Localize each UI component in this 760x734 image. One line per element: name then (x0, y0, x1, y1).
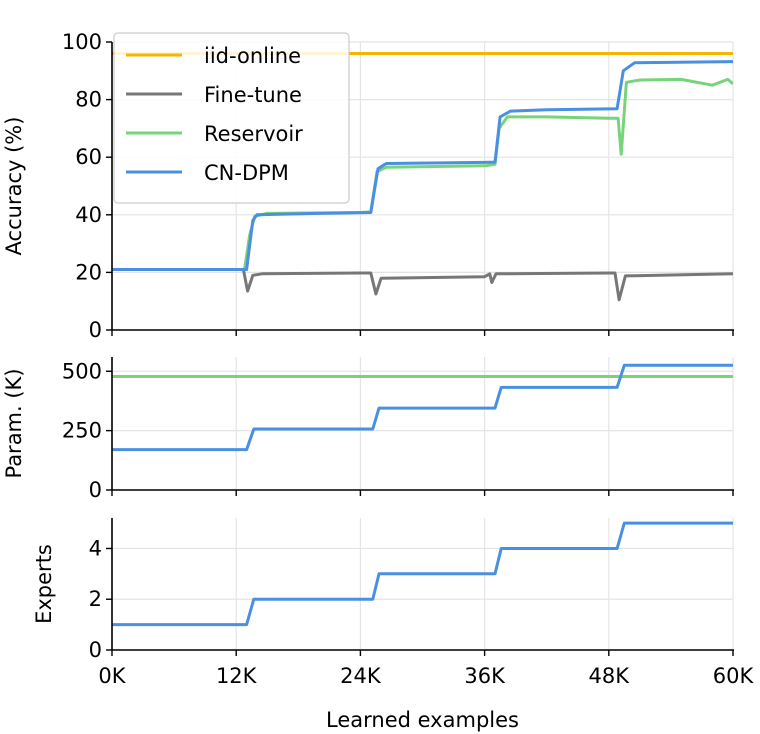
y-tick-label: 0 (89, 318, 102, 342)
panel-accuracy: 0 20 40 60 80 100 Accuracy (%) iid-online Fine-t… (2, 30, 734, 342)
series-line-fine-tune (112, 268, 733, 302)
y-tick-label: 500 (62, 359, 102, 383)
y-tick-label: 4 (89, 536, 102, 560)
y-axis-label: Experts (32, 544, 56, 624)
series-line-cn-dpm (112, 521, 733, 627)
y-tick-label: 20 (75, 260, 102, 284)
y-tick-label: 60 (75, 145, 102, 169)
panel-parameters: 0 250 500 Param. (K) (2, 357, 734, 502)
y-axis-label: Accuracy (%) (2, 117, 26, 256)
y-tick-label: 40 (75, 203, 102, 227)
y-tick-label: 100 (62, 30, 102, 54)
y-tick-label: 2 (89, 587, 102, 611)
x-tick-label: 36K (464, 664, 506, 688)
legend-entry: Fine-tune (204, 83, 302, 107)
legend-entry: iid-online (204, 44, 301, 68)
x-tick-label: 24K (340, 664, 382, 688)
legend-entry: Reservoir (204, 122, 303, 146)
x-tick-label: 0K (98, 664, 126, 688)
series-line-cn-dpm (112, 363, 733, 452)
legend-entry: CN-DPM (204, 161, 289, 185)
legend: iid-online Fine-tune Reservoir CN-DPM (113, 32, 350, 204)
y-tick-label: 250 (62, 419, 102, 443)
x-tick-label: 60K (713, 664, 755, 688)
y-tick-label: 80 (75, 88, 102, 112)
y-tick-label: 0 (89, 478, 102, 502)
x-axis-label: Learned examples (326, 708, 519, 732)
panel-experts: 0 2 4 0K 12K 24K 36K 48K 60K Experts Learned examp… (32, 518, 754, 732)
x-tick-label: 12K (216, 664, 258, 688)
legend-box (113, 32, 350, 204)
y-tick-label: 0 (89, 638, 102, 662)
x-tick-label: 48K (589, 664, 631, 688)
y-axis-label: Param. (K) (2, 368, 26, 478)
series-line-cn-dpm (112, 60, 733, 271)
